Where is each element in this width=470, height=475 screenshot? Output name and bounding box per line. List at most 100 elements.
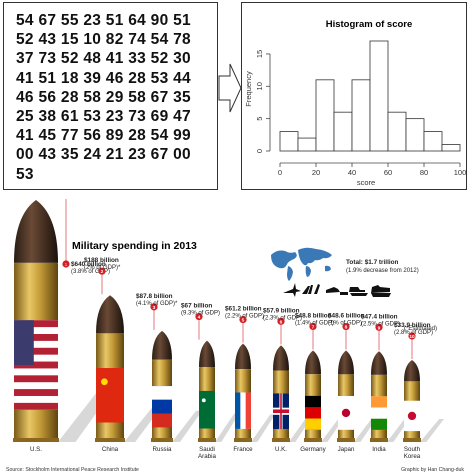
raw-scores-list: 54 67 55 23 51 64 90 51 52 43 15 10 82 74… (16, 11, 217, 184)
flag-icon (404, 400, 420, 432)
bullet-bar (234, 343, 275, 442)
x-tick-label: 60 (384, 168, 392, 177)
gdp-share: (2.8% of GDP) (394, 330, 433, 336)
x-tick-label: 80 (420, 168, 428, 177)
svg-text:5: 5 (242, 318, 245, 324)
spending-amount: $57.9 billion (263, 307, 300, 314)
country-name: U.S. (30, 446, 42, 453)
raw-scores-panel: 54 67 55 23 51 64 90 51 52 43 15 10 82 74… (3, 2, 218, 190)
military-spending-infographic: Military spending in 2013 Total: $1.7 tr… (0, 192, 470, 475)
flag-icon (273, 393, 289, 430)
svg-text:6: 6 (280, 319, 283, 325)
spending-amount: $640 billion (71, 261, 106, 268)
x-tick-label: 0 (278, 168, 282, 177)
spending-amount: $48.8 billion (295, 312, 332, 319)
gdp-share: (2.5% of GDP) (361, 321, 400, 327)
histogram-bar (423, 131, 443, 152)
gdp-share: (1.4% of GDP) (295, 320, 334, 326)
score-line: 25 38 61 53 23 73 69 47 (16, 108, 191, 126)
histogram-chart: Histogram of score 0 5 10 15 0 20 40 60 80 100 sc… (244, 19, 466, 187)
rank-badge: 2 (98, 267, 106, 275)
country-name: Saudi Arabia (198, 446, 216, 460)
country-name: Russia (153, 446, 172, 453)
svg-text:7: 7 (312, 324, 315, 330)
rank-badge: 7 (309, 322, 317, 330)
x-tick-label: 40 (348, 168, 356, 177)
svg-text:3: 3 (153, 305, 156, 311)
histogram-bar (279, 131, 299, 152)
y-tick-label: 15 (255, 50, 264, 58)
rank-badge: 10 (408, 332, 416, 340)
bullet-bar (403, 360, 444, 442)
score-line: 41 51 18 39 46 28 53 44 (16, 69, 191, 87)
spending-amount: $33.9 billion (394, 322, 431, 329)
histogram-bar (315, 79, 335, 152)
rank-badge: 5 (239, 315, 247, 324)
score-line: 53 (16, 165, 34, 183)
svg-text:2: 2 (101, 269, 104, 275)
estimated-note: (*Estimated) (404, 326, 437, 332)
rank-badge: 8 (342, 322, 350, 331)
histogram-bar (387, 111, 407, 152)
y-tick-label: 0 (255, 149, 264, 153)
svg-text:9: 9 (378, 325, 381, 331)
histogram-bar (333, 111, 353, 152)
gdp-share: (2% of GDP)* (84, 265, 121, 271)
graphic-credit: Graphic by Han Chang-duk (401, 467, 464, 473)
world-map-icon (271, 247, 332, 281)
rank-badge: 4 (195, 312, 203, 321)
flag-icon (152, 386, 172, 428)
country-name: China (102, 446, 119, 453)
right-arrow-icon (218, 63, 242, 113)
country-name: U.K. (275, 446, 287, 453)
bullet-bar (370, 351, 411, 442)
histogram-panel: Histogram of score 0 5 10 15 0 20 40 60 80 100 sc… (241, 2, 467, 190)
score-line: 46 56 28 58 29 58 67 35 (16, 88, 191, 106)
spending-amount: $87.8 billion (136, 293, 173, 300)
y-tick-label: 5 (255, 117, 264, 121)
spending-amount: $67 billion (181, 303, 212, 310)
histogram-bar (297, 137, 317, 152)
x-tick-label: 100 (454, 168, 466, 177)
histogram-bar (369, 40, 389, 152)
country-name: Japan (338, 446, 355, 453)
bullet-bar (198, 340, 239, 442)
rank-badge: 9 (375, 323, 383, 331)
rank-badge: 3 (150, 303, 158, 311)
gdp-share: (2.2% of GDP) (225, 314, 264, 320)
svg-text:8: 8 (345, 325, 348, 331)
gdp-share: (4.1% of GDP)* (136, 301, 178, 307)
flag-icon (14, 320, 58, 410)
flag-icon (305, 395, 321, 430)
spending-amount: $48.6 billion (328, 313, 365, 320)
country-name: India (372, 446, 386, 453)
svg-text:10: 10 (409, 334, 415, 340)
x-tick-label: 20 (312, 168, 320, 177)
score-line: 54 67 55 23 51 64 90 51 (16, 12, 191, 29)
bullet-bar (337, 350, 378, 442)
score-line: 52 43 15 10 82 74 54 78 (16, 31, 191, 49)
source-note: Source: Stockholm International Peace Re… (6, 467, 139, 473)
flag-icon (235, 392, 251, 429)
country-name: Germany (300, 446, 326, 453)
spending-amount: $61.2 billion (225, 306, 262, 313)
histogram-title: Histogram of score (326, 19, 413, 30)
country-name: South Korea (404, 446, 421, 460)
spending-amount: $47.4 billion (361, 313, 398, 320)
gdp-share: (2.3% of GDP) (263, 315, 302, 321)
score-line: 41 45 77 56 89 28 54 99 (16, 127, 191, 145)
country-name: France (233, 446, 253, 453)
gdp-share: (3.8% of GDP) (71, 269, 110, 275)
bullet-bar (151, 330, 202, 442)
score-line: 00 43 35 24 21 23 67 00 (16, 146, 191, 164)
gdp-share: (1% of GDP) (328, 321, 362, 327)
gdp-share: (9.3% of GDP) (181, 311, 220, 317)
military-silhouettes-icon (283, 283, 391, 297)
histogram-bar (441, 144, 461, 152)
total-change-note: (1.9% decrease from 2012) (346, 268, 419, 274)
histogram-bar (351, 79, 371, 152)
rank-badge: 6 (277, 317, 285, 325)
infographic-title: Military spending in 2013 (72, 240, 197, 252)
svg-text:4: 4 (198, 315, 201, 321)
flag-icon (371, 396, 387, 430)
